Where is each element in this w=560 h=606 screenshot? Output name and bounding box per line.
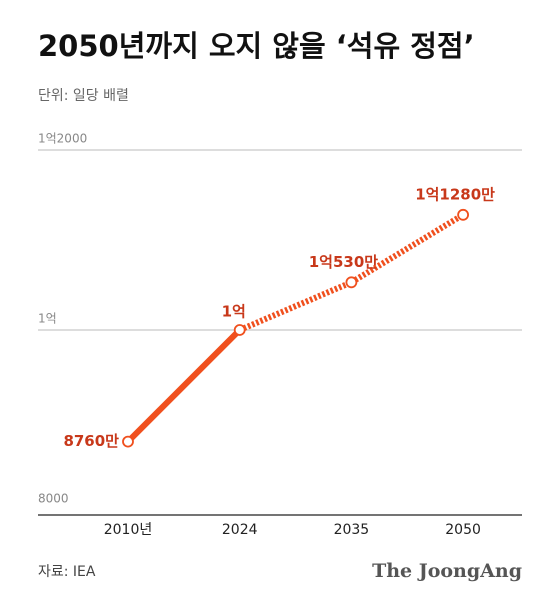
value-label: 8760만: [63, 432, 119, 450]
value-label: 1억1280만: [415, 185, 495, 203]
y-tick-label: 1억: [38, 312, 57, 326]
source: 자료: IEA: [38, 564, 96, 580]
point: [122, 435, 134, 448]
x-tick-label: 2010년: [104, 522, 153, 538]
x-tick-label: 2024: [222, 522, 258, 538]
value-label: 1억: [222, 303, 246, 321]
point: [345, 276, 358, 289]
chart-title: 2050년까지 오지 않을 ‘석유 정점’: [38, 29, 475, 63]
line: [125, 327, 242, 444]
y-tick-label: 8000: [38, 492, 69, 506]
logo: The JoongAng: [372, 560, 522, 582]
x-tick-label: 2050: [445, 522, 481, 538]
x-tick-label: 2035: [334, 522, 370, 538]
forecast-line: [238, 212, 465, 333]
y-tick-label: 1억2000: [38, 132, 87, 146]
chart-subtitle: 단위: 일당 배렬: [38, 88, 129, 104]
value-label: 1억530만: [309, 253, 379, 271]
point: [457, 208, 470, 221]
point: [233, 324, 246, 336]
